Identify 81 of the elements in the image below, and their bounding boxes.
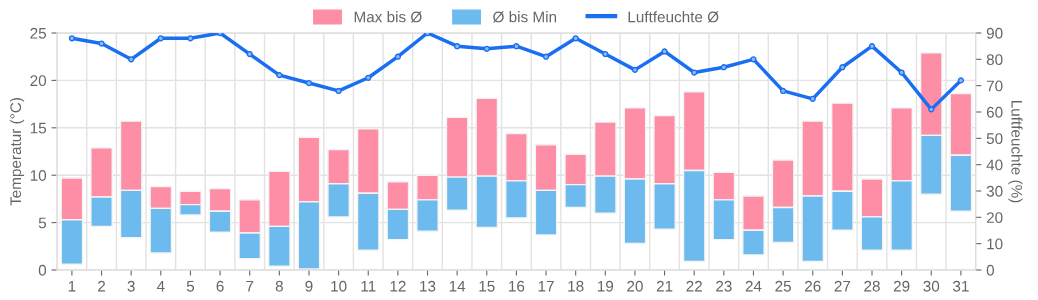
x-tick-label: 6: [216, 280, 224, 292]
y2-tick-label: 50: [986, 133, 1003, 145]
legend-label: Luftfeuchte Ø: [628, 11, 719, 23]
y2-tick-label: 60: [986, 106, 1003, 118]
point: [335, 87, 342, 95]
point: [631, 66, 639, 73]
point: [602, 50, 609, 58]
y2-tick-label: 70: [986, 80, 1003, 92]
x-tick-label: 31: [952, 280, 969, 292]
x-tick-label: 29: [893, 280, 910, 292]
point: [928, 106, 935, 113]
point: [128, 56, 135, 63]
x-tick-label: 1: [68, 280, 76, 292]
x-tick-label: 18: [568, 280, 584, 292]
point: [720, 64, 727, 71]
y2-tick-label: 30: [986, 185, 1003, 197]
point: [868, 43, 876, 50]
point: [305, 79, 313, 87]
point: [246, 50, 253, 58]
y2-tick-label: 80: [986, 54, 1003, 66]
x-tick-label: 17: [538, 280, 554, 292]
y2-tick-label: 20: [986, 212, 1003, 224]
legend-label: Ø bis Min: [493, 11, 557, 23]
x-tick-label: 23: [716, 280, 732, 292]
x-tick-label: 7: [246, 280, 254, 292]
y-tick-label: 0: [38, 264, 47, 276]
point: [898, 69, 905, 76]
x-tick-label: 25: [775, 280, 791, 292]
point: [691, 69, 698, 76]
point: [779, 87, 787, 95]
x-tick-label: 14: [449, 280, 466, 292]
x-tick-label: 20: [627, 280, 643, 292]
x-tick-label: 19: [597, 280, 614, 292]
x-tick-label: 8: [275, 280, 283, 292]
y2-tick-label: 10: [987, 238, 1003, 250]
y2-axis-title: Luftfeuchte (%): [1008, 100, 1023, 203]
point: [542, 53, 550, 60]
point: [661, 48, 668, 55]
x-tick-label: 30: [923, 280, 940, 292]
point: [68, 35, 76, 42]
x-tick-label: 21: [656, 280, 673, 292]
y-axis-title: Temperatur (°C): [9, 98, 25, 206]
x-tick-label: 27: [834, 280, 851, 292]
x-tick-label: 26: [805, 280, 821, 292]
point: [957, 77, 965, 84]
x-tick-label: 3: [127, 280, 135, 292]
x-tick-label: 11: [361, 280, 376, 292]
point: [98, 40, 105, 47]
y-tick-label: 10: [30, 170, 47, 181]
y-tick-label: 25: [30, 27, 47, 39]
y-tick-label: 15: [30, 122, 47, 134]
x-tick-label: 13: [420, 280, 436, 292]
point: [454, 43, 461, 50]
y2-tick-label: 40: [986, 159, 1003, 171]
point: [572, 35, 579, 42]
point: [513, 43, 520, 50]
point: [276, 72, 283, 79]
x-tick-label: 10: [331, 280, 347, 292]
point: [483, 45, 490, 52]
point: [839, 64, 846, 71]
point: [394, 53, 401, 60]
legend-label: Max bis Ø: [354, 11, 422, 23]
y2-tick-label: 0: [986, 264, 995, 276]
x-tick-label: 22: [686, 280, 702, 292]
y-tick-label: 5: [38, 217, 47, 229]
x-tick-label: 4: [156, 280, 165, 292]
x-tick-label: 2: [98, 280, 106, 292]
x-tick-label: 28: [864, 280, 880, 292]
x-tick-label: 12: [390, 280, 406, 292]
x-tick-label: 16: [509, 280, 525, 292]
point: [157, 35, 164, 42]
point: [750, 56, 757, 63]
point: [187, 35, 194, 42]
x-tick-label: 5: [186, 280, 195, 292]
x-tick-label: 15: [479, 280, 495, 292]
point: [809, 95, 816, 102]
x-tick-label: 24: [745, 280, 762, 292]
x-tick-label: 9: [305, 280, 313, 292]
y2-tick-label: 90: [986, 27, 1003, 39]
point: [365, 74, 372, 81]
y-tick-label: 20: [30, 75, 47, 87]
